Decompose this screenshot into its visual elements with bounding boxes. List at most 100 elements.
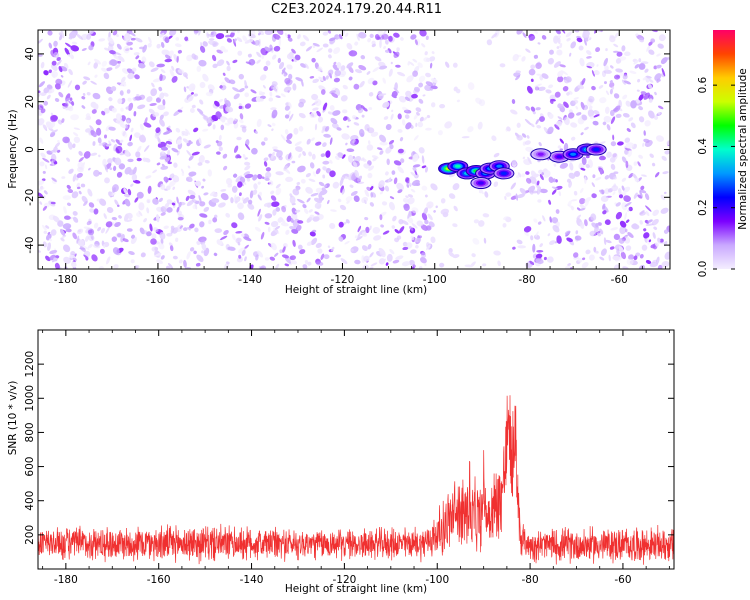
heatmap-cell (178, 201, 182, 208)
heatmap-cell (142, 44, 147, 53)
heatmap-cell (536, 73, 541, 76)
heatmap-cell (307, 261, 312, 266)
heatmap-cell (285, 102, 289, 106)
heatmap-cell (73, 132, 79, 137)
heatmap-cell (553, 61, 561, 68)
heatmap-cell (493, 152, 500, 158)
colorbar: 0.00.20.40.6 Normalized spectral amplitu… (697, 30, 749, 277)
heatmap-cell (106, 143, 112, 147)
heatmap-cell (133, 111, 137, 117)
heatmap-cell (567, 112, 575, 119)
heatmap-cell (105, 226, 110, 234)
heatmap-cell (202, 178, 206, 182)
heatmap-cell (333, 77, 340, 83)
heatmap-cell (143, 122, 152, 128)
heatmap-cell (389, 196, 395, 200)
heatmap-cell (317, 205, 322, 210)
heatmap-cell (261, 141, 266, 146)
heatmap-cell (330, 246, 335, 252)
heatmap-cell (553, 163, 557, 167)
heatmap-cell (225, 261, 230, 265)
heatmap-cell (376, 147, 383, 151)
heatmap-cell (570, 122, 578, 128)
heatmap-cell (119, 90, 124, 96)
heatmap-cell (77, 239, 85, 247)
heatmap-cell (634, 64, 640, 69)
heatmap-cell (437, 130, 443, 136)
heatmap-cell (425, 166, 428, 173)
heatmap-cell (400, 37, 404, 41)
heatmap-cell (338, 236, 344, 242)
heatmap-cell (317, 248, 323, 254)
heatmap-cell (159, 231, 166, 240)
heatmap-cell (639, 211, 646, 216)
heatmap-cell (186, 200, 194, 207)
heatmap-cell (278, 156, 283, 161)
heatmap-cell (273, 45, 281, 52)
heatmap-cell (44, 164, 48, 170)
heatmap-cell (610, 163, 616, 170)
heatmap-cell (392, 215, 397, 222)
heatmap-cell (534, 30, 538, 35)
heatmap-cell (577, 84, 584, 90)
heatmap-cell (105, 67, 113, 72)
heatmap-cell (260, 231, 265, 240)
heatmap-cell (530, 106, 536, 112)
heatmap-cell (241, 126, 247, 133)
heatmap-cell (651, 218, 659, 226)
heatmap-cell (276, 150, 283, 158)
heatmap-cell (648, 98, 653, 103)
heatmap-cell (101, 60, 107, 67)
heatmap-cell (339, 69, 347, 76)
heatmap-cell (297, 220, 304, 224)
heatmap-cell (224, 262, 230, 269)
heatmap-cell (580, 101, 585, 110)
heatmap-cell (70, 114, 79, 121)
heatmap-cell (619, 56, 627, 61)
heatmap-cell (420, 252, 427, 258)
heatmap-cell (585, 249, 591, 255)
heatmap-cell (83, 76, 91, 81)
heatmap-cell (265, 177, 270, 181)
heatmap-cell (193, 127, 199, 133)
heatmap-cell (146, 96, 153, 103)
heatmap-cell (244, 85, 249, 89)
heatmap-cell (424, 262, 427, 266)
heatmap-cell (78, 150, 83, 156)
heatmap-cell (198, 155, 205, 164)
heatmap-cell (329, 170, 336, 178)
heatmap-cell (614, 74, 621, 80)
heatmap-cell (422, 116, 428, 122)
heatmap-cell (412, 164, 421, 168)
heatmap-cell (405, 90, 412, 97)
heatmap-cell (525, 146, 534, 152)
heatmap-cell (397, 113, 402, 120)
heatmap-cell (657, 78, 661, 82)
heatmap-cell (421, 165, 427, 169)
heatmap-cell (40, 185, 44, 190)
heatmap-cell (603, 57, 609, 67)
heatmap-cell (599, 228, 604, 235)
heatmap-cell (334, 69, 341, 77)
heatmap-cell (181, 130, 189, 136)
heatmap-cell (596, 64, 599, 67)
heatmap-cell (585, 164, 590, 169)
heatmap-cell (150, 67, 159, 72)
heatmap-cell (379, 214, 383, 221)
heatmap-cell (349, 171, 357, 181)
heatmap-cell (643, 228, 647, 232)
heatmap-cell (189, 223, 195, 229)
heatmap-cell (132, 97, 136, 102)
heatmap-cell (119, 81, 127, 87)
heatmap-cell (187, 226, 191, 231)
heatmap-cell (105, 221, 113, 228)
heatmap-cell (358, 32, 367, 39)
heatmap-cell (149, 103, 157, 106)
heatmap-cell (413, 86, 421, 92)
heatmap-cell (546, 256, 554, 263)
heatmap-cell (159, 155, 166, 160)
heatmap-cell (416, 111, 420, 116)
heatmap-cell (655, 64, 662, 69)
heatmap-cell (657, 111, 661, 115)
